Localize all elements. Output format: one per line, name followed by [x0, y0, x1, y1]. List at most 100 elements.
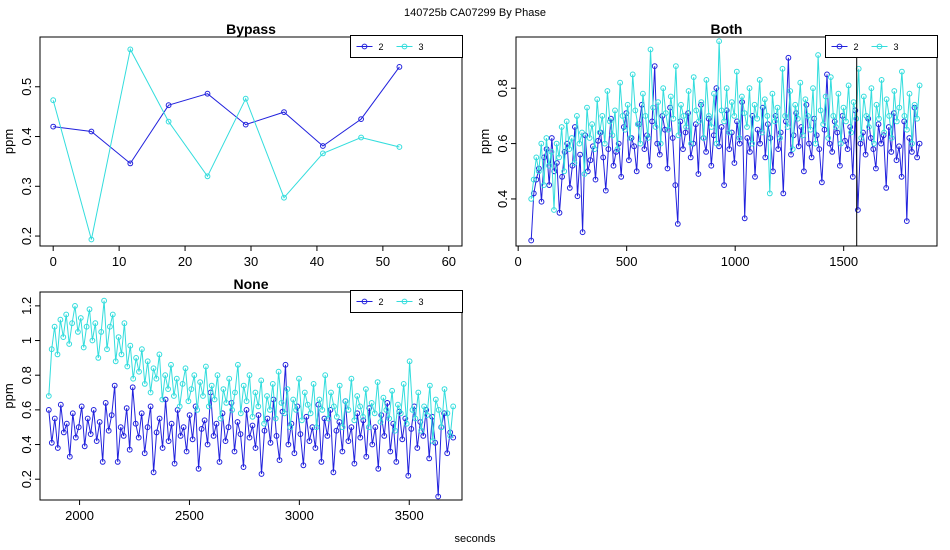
series-3-point — [586, 135, 593, 141]
series-3-point — [392, 427, 398, 434]
series-2-point — [243, 407, 250, 413]
series-3-point — [432, 396, 439, 403]
series-3-point — [208, 382, 215, 389]
series-2-point — [651, 63, 658, 69]
series-3-point — [281, 194, 287, 201]
series-3-point — [205, 403, 212, 410]
series-3-point — [418, 427, 425, 434]
series-3-point — [171, 393, 177, 399]
series-3-point — [733, 68, 740, 75]
series-3-point — [640, 90, 646, 97]
series-3-point — [54, 351, 61, 358]
series-3-point — [278, 400, 285, 406]
series-3-point — [904, 126, 910, 133]
series-3-point — [50, 97, 57, 104]
series-3-point — [817, 107, 824, 114]
series-3-point — [784, 124, 791, 130]
series-3-point — [718, 107, 725, 114]
series-2-point — [587, 157, 594, 164]
series-2-point — [813, 132, 820, 139]
series-3-point — [368, 400, 375, 406]
series-3-point — [301, 389, 308, 396]
series-3-point — [627, 135, 634, 141]
series-3-point — [320, 150, 326, 157]
series-3-point — [357, 403, 364, 410]
series-2-point — [816, 146, 823, 153]
series-2-point — [713, 85, 720, 92]
series-3-point — [115, 334, 122, 341]
series-2-point — [339, 448, 346, 455]
series-3-point — [112, 358, 119, 365]
series-2-point — [348, 424, 355, 431]
series-3-point — [66, 341, 73, 347]
series-3-point — [252, 389, 259, 396]
series-3-point — [528, 196, 535, 202]
series-2-point — [829, 149, 836, 155]
series-3-point — [438, 424, 445, 431]
series-3-point — [336, 382, 343, 389]
series-3-point — [731, 113, 738, 119]
series-3-point — [612, 107, 618, 114]
x-tick-label: 50 — [376, 254, 390, 269]
series-3-point — [351, 417, 358, 424]
plot-frame — [39, 291, 463, 501]
series-3-point — [444, 410, 451, 417]
legend-label-3: 3 — [894, 42, 899, 52]
series-2-point — [685, 110, 691, 116]
series-3-point — [883, 96, 890, 103]
series-2-point — [775, 146, 782, 153]
series-2-point — [903, 218, 910, 225]
series-3-point — [675, 132, 682, 139]
series-3-point — [911, 101, 918, 108]
series-2-point — [303, 413, 310, 420]
y-tick-label: 0.5 — [19, 78, 34, 96]
series-3-point — [223, 400, 230, 406]
series-2-point — [87, 431, 94, 438]
series-3-point — [424, 412, 430, 419]
y-tick-label: 0.8 — [19, 366, 34, 384]
series-3-point — [45, 393, 52, 399]
series-2-point — [408, 426, 415, 432]
series-2-point — [842, 137, 848, 144]
series-3-point — [127, 342, 134, 349]
series-3-point — [354, 393, 361, 399]
series-3-point — [683, 124, 689, 130]
series-3-point — [840, 104, 847, 111]
series-2-point — [435, 493, 442, 500]
series-3-point — [530, 176, 537, 183]
series-2-point — [718, 124, 725, 130]
series-2-point — [141, 450, 148, 457]
series-3-point — [51, 323, 58, 330]
series-3-point — [101, 297, 107, 304]
series-2-point — [129, 384, 136, 391]
series-2-point — [528, 237, 535, 244]
series-2-point — [875, 121, 882, 128]
series-3-point — [313, 424, 320, 431]
series-2-point — [237, 431, 244, 438]
series-3-point — [325, 415, 332, 422]
series-3-point — [83, 323, 90, 330]
series-3-point — [304, 401, 311, 408]
series-3-point — [581, 171, 588, 177]
series-3-point — [203, 363, 209, 370]
series-3-point — [741, 110, 748, 116]
series-3-point — [680, 113, 687, 119]
series-3-point — [441, 386, 448, 393]
series-3-point — [563, 118, 570, 125]
legend-marker-3 — [401, 298, 408, 305]
series-3-point — [584, 104, 590, 111]
series-3-point — [269, 381, 276, 387]
series-3-point — [711, 90, 717, 97]
legend-label-3: 3 — [419, 42, 424, 52]
series-3-point — [858, 135, 865, 141]
series-2-point — [333, 427, 340, 434]
series-3-point — [546, 162, 552, 169]
series-3-point — [88, 236, 95, 243]
series-3-point — [759, 129, 766, 136]
series-3-point — [551, 207, 557, 213]
y-tick-label: 0.2 — [19, 227, 34, 245]
x-tick-label: 3000 — [285, 508, 314, 523]
series-2-point — [189, 436, 196, 443]
series-2-point — [246, 434, 253, 441]
